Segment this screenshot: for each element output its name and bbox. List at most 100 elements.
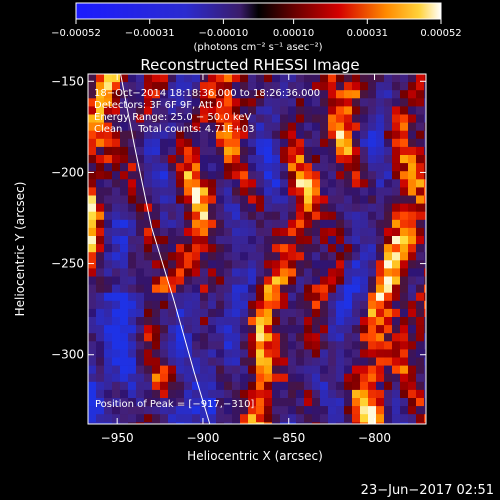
heatmap-cell (296, 422, 305, 424)
heatmap-cell (152, 308, 161, 318)
heatmap-cell (320, 260, 329, 269)
heatmap-cell (168, 187, 177, 196)
heatmap-cell (96, 130, 105, 140)
heatmap-cell (424, 325, 426, 334)
heatmap-cell (128, 276, 137, 285)
heatmap-cell (296, 292, 305, 302)
heatmap-cell (208, 308, 217, 318)
heatmap-cell (280, 357, 289, 366)
heatmap-cell (248, 406, 257, 415)
heatmap-cell (288, 414, 297, 423)
heatmap-cell (176, 341, 185, 350)
heatmap-cell (264, 163, 273, 172)
heatmap-cell (176, 300, 185, 310)
heatmap-cell (248, 268, 257, 277)
heatmap-cell (344, 373, 353, 383)
heatmap-cell (400, 74, 409, 83)
heatmap-cell (112, 398, 121, 407)
heatmap-cell (168, 98, 177, 107)
heatmap-cell (192, 130, 201, 140)
heatmap-cell (136, 300, 145, 310)
heatmap-cell (240, 219, 249, 229)
heatmap-cell (376, 252, 385, 261)
heatmap-cell (240, 122, 249, 131)
heatmap-cell (200, 179, 209, 188)
heatmap-cell (352, 317, 361, 326)
heatmap-cell (136, 227, 145, 237)
heatmap-cell (264, 373, 273, 383)
heatmap-cell (280, 389, 289, 399)
heatmap-cell (288, 122, 297, 131)
heatmap-cell (88, 276, 97, 285)
heatmap-cell (208, 389, 217, 399)
y-tick-label: −300 (51, 348, 84, 362)
heatmap-cell (408, 171, 417, 180)
heatmap-cell (168, 244, 177, 253)
peak-position-label: Position of Peak = [−917,−310] (95, 399, 254, 410)
heatmap-cell (336, 236, 345, 245)
heatmap-cell (272, 171, 281, 180)
heatmap-cell (320, 122, 329, 131)
heatmap-cell (272, 138, 281, 148)
heatmap-cell (240, 357, 249, 366)
heatmap-cell (344, 268, 353, 277)
heatmap-cell (280, 122, 289, 131)
heatmap-cell (224, 406, 233, 415)
heatmap-cell (280, 284, 289, 293)
heatmap-cell (160, 317, 169, 326)
colorbar-ticks: −0.00052 −0.00031 −0.00010 0.00010 0.00031 0.… (51, 19, 462, 39)
heatmap-cell (240, 106, 249, 115)
heatmap-cell (160, 98, 169, 107)
heatmap-cell (360, 130, 369, 140)
heatmap-cell (376, 82, 385, 91)
heatmap-cell (344, 244, 353, 253)
heatmap-cell (144, 90, 153, 99)
heatmap-cell (280, 82, 289, 91)
heatmap-cell (208, 82, 217, 91)
heatmap-cell (176, 219, 185, 229)
heatmap-cell (216, 292, 225, 302)
heatmap-cell (88, 381, 97, 391)
heatmap-cell (304, 349, 313, 358)
heatmap-cell (200, 276, 209, 285)
heatmap-cell (384, 325, 393, 334)
heatmap-cell (424, 179, 426, 188)
heatmap-cell (392, 349, 401, 358)
heatmap-cell (320, 252, 329, 261)
heatmap-cell (352, 203, 361, 212)
heatmap-cell (240, 300, 249, 310)
heatmap-cell (384, 227, 393, 237)
heatmap-cell (368, 138, 377, 148)
colorbar-tick-label: −0.00010 (199, 28, 249, 39)
heatmap-cell (232, 74, 241, 83)
annotation-line: 18−Oct−2014 18:18:36.000 to 18:26:36.000 (94, 88, 320, 99)
heatmap-cell (352, 155, 361, 164)
heatmap-cell (248, 357, 257, 366)
heatmap-cell (216, 260, 225, 269)
heatmap-cell (424, 308, 426, 318)
heatmap-cell (176, 227, 185, 237)
heatmap-cell (240, 365, 249, 374)
heatmap-cell (376, 98, 385, 107)
heatmap-cell (96, 98, 105, 107)
heatmap-cell (336, 203, 345, 212)
heatmap-cell (344, 308, 353, 318)
heatmap-cell (120, 155, 129, 164)
heatmap-cell (424, 90, 426, 99)
heatmap-cell (96, 146, 105, 156)
heatmap-cell (248, 211, 257, 221)
heatmap-cell (360, 122, 369, 131)
heatmap-cell (376, 389, 385, 399)
heatmap-cell (192, 317, 201, 326)
heatmap-cell (272, 284, 281, 293)
heatmap-cell (144, 276, 153, 285)
heatmap-cell (88, 138, 97, 148)
heatmap-cell (152, 414, 161, 423)
heatmap-cell (296, 179, 305, 188)
heatmap-cell (296, 114, 305, 123)
heatmap-cell (352, 146, 361, 156)
heatmap-cell (200, 381, 209, 391)
heatmap-cell (136, 114, 145, 123)
heatmap-cell (208, 349, 217, 358)
heatmap-cell (392, 211, 401, 221)
